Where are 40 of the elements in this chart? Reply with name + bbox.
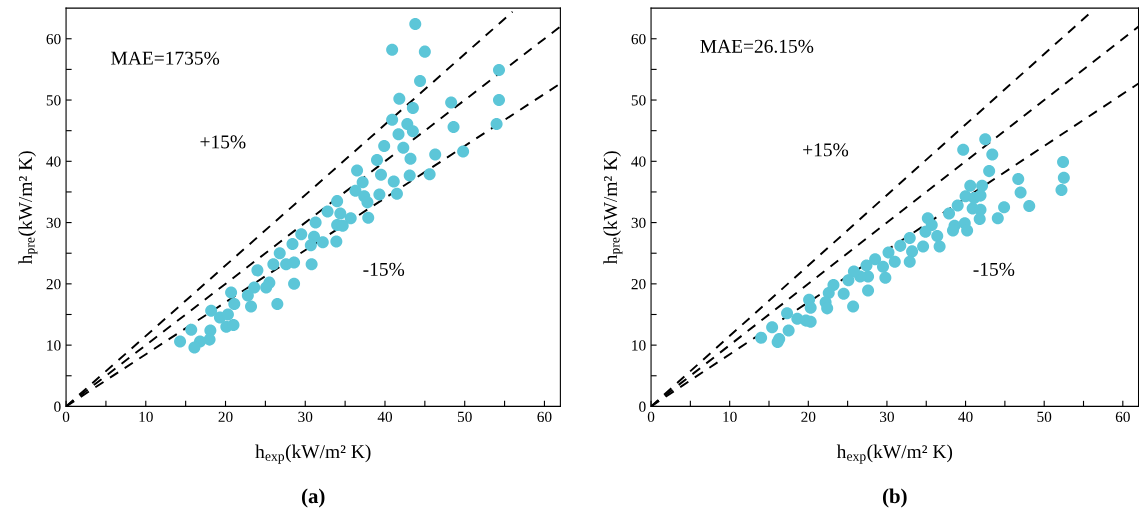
y-tick-label: 20 <box>46 279 61 290</box>
x-tick-label: 0 <box>647 411 655 423</box>
x-tick-label: 20 <box>801 411 816 423</box>
y-tick-label: 60 <box>631 33 646 45</box>
x-tick-label: 30 <box>880 411 894 423</box>
y-tick-label: 30 <box>46 217 61 229</box>
y-tick-label: 10 <box>632 340 646 351</box>
x-tick-label: 10 <box>723 411 737 423</box>
y-tick-label: 50 <box>46 95 61 106</box>
x-tick-label: 50 <box>1037 411 1052 423</box>
y-tick-label: 20 <box>631 279 646 290</box>
x-tick-label: 10 <box>139 411 153 423</box>
text: (a) <box>301 488 325 508</box>
x-tick-label: 0 <box>62 411 70 423</box>
annotation: MAE=26.15% <box>700 39 814 53</box>
y-tick-label: 10 <box>47 340 61 351</box>
y-axis-title: h$_{pre}$(kW/m² K) <box>603 151 623 265</box>
y-tick-label: 0 <box>639 401 646 412</box>
x-axis-title: h$_{exp}$(kW/m² K) <box>836 444 953 464</box>
y-tick-label: 30 <box>631 217 646 229</box>
x-tick-label: 60 <box>537 411 552 423</box>
annotation: -15% <box>973 262 1015 276</box>
x-tick-label: 40 <box>958 411 973 423</box>
y-tick-label: 40 <box>46 156 61 167</box>
x-tick-label: 30 <box>298 411 313 423</box>
annotation: +15% <box>803 143 849 157</box>
y-tick-label: 60 <box>46 33 61 45</box>
y-tick-label: 0 <box>54 401 61 412</box>
x-tick-label: 50 <box>457 411 472 423</box>
y-tick-label: 50 <box>631 95 646 106</box>
annotation: +15% <box>200 135 246 149</box>
annotation: MAE=1735% <box>111 51 220 65</box>
text: (b) <box>882 488 907 508</box>
x-tick-label: 40 <box>377 411 393 423</box>
x-tick-label: 20 <box>218 411 233 423</box>
x-axis-title: h$_{exp}$(kW/m² K) <box>255 444 371 464</box>
y-axis-title: h$_{pre}$(kW/m² K) <box>18 151 38 265</box>
annotation: -15% <box>363 262 405 276</box>
x-tick-label: 60 <box>1115 411 1130 423</box>
y-tick-label: 40 <box>631 156 646 167</box>
